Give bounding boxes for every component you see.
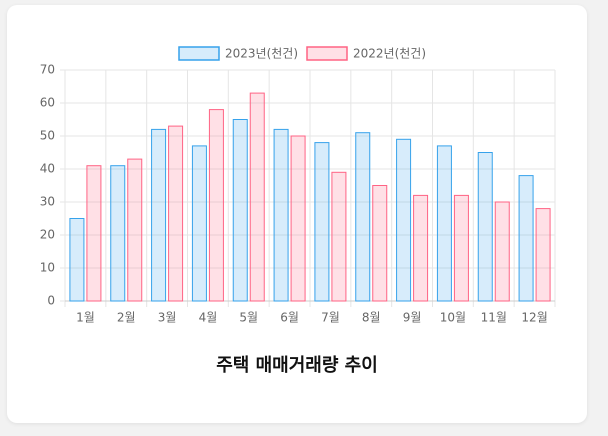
bar — [249, 92, 265, 302]
y-tick-label: 40 — [40, 162, 55, 176]
bar — [477, 152, 493, 302]
bar — [518, 175, 534, 302]
bar — [372, 185, 388, 302]
legend-label: 2023년(천건) — [225, 46, 298, 61]
bar — [69, 218, 85, 302]
bar — [110, 165, 126, 302]
bar — [86, 165, 102, 302]
y-tick-label: 30 — [40, 195, 55, 209]
bar — [151, 128, 167, 302]
bar — [208, 109, 224, 302]
y-tick-label: 0 — [47, 294, 55, 308]
bar — [494, 201, 510, 302]
x-tick-label: 3월 — [158, 311, 177, 325]
y-tick-label: 50 — [40, 129, 55, 143]
bar — [535, 208, 551, 302]
bar — [355, 132, 371, 302]
bar — [453, 194, 469, 302]
x-tick-label: 10월 — [440, 311, 466, 325]
bar — [413, 194, 429, 302]
y-tick-label: 10 — [40, 261, 55, 275]
bar — [396, 138, 412, 302]
x-tick-label: 11월 — [481, 311, 507, 325]
bar — [232, 119, 248, 302]
y-tick-label: 70 — [40, 63, 55, 77]
x-tick-label: 7월 — [321, 311, 340, 325]
legend-swatch — [178, 46, 220, 61]
legend-swatch — [306, 46, 348, 61]
x-tick-label: 1월 — [76, 311, 95, 325]
bar — [127, 158, 143, 302]
y-tick-label: 60 — [40, 96, 55, 110]
x-tick-label: 2월 — [117, 311, 136, 325]
bar — [331, 171, 347, 302]
bar — [168, 125, 184, 302]
x-tick-label: 8월 — [362, 311, 381, 325]
bar — [436, 145, 452, 302]
x-tick-label: 5월 — [239, 311, 258, 325]
x-tick-label: 6월 — [280, 311, 299, 325]
bar — [314, 142, 330, 302]
bar — [273, 128, 289, 302]
y-tick-label: 20 — [40, 228, 55, 242]
bar — [290, 135, 306, 302]
bar — [191, 145, 207, 302]
x-tick-label: 12월 — [521, 311, 547, 325]
x-tick-label: 9월 — [403, 311, 422, 325]
legend-label: 2022년(천건) — [353, 46, 426, 61]
card — [7, 5, 587, 423]
x-tick-label: 4월 — [199, 311, 218, 325]
chart-title: 주택 매매거래량 추이 — [216, 355, 378, 376]
